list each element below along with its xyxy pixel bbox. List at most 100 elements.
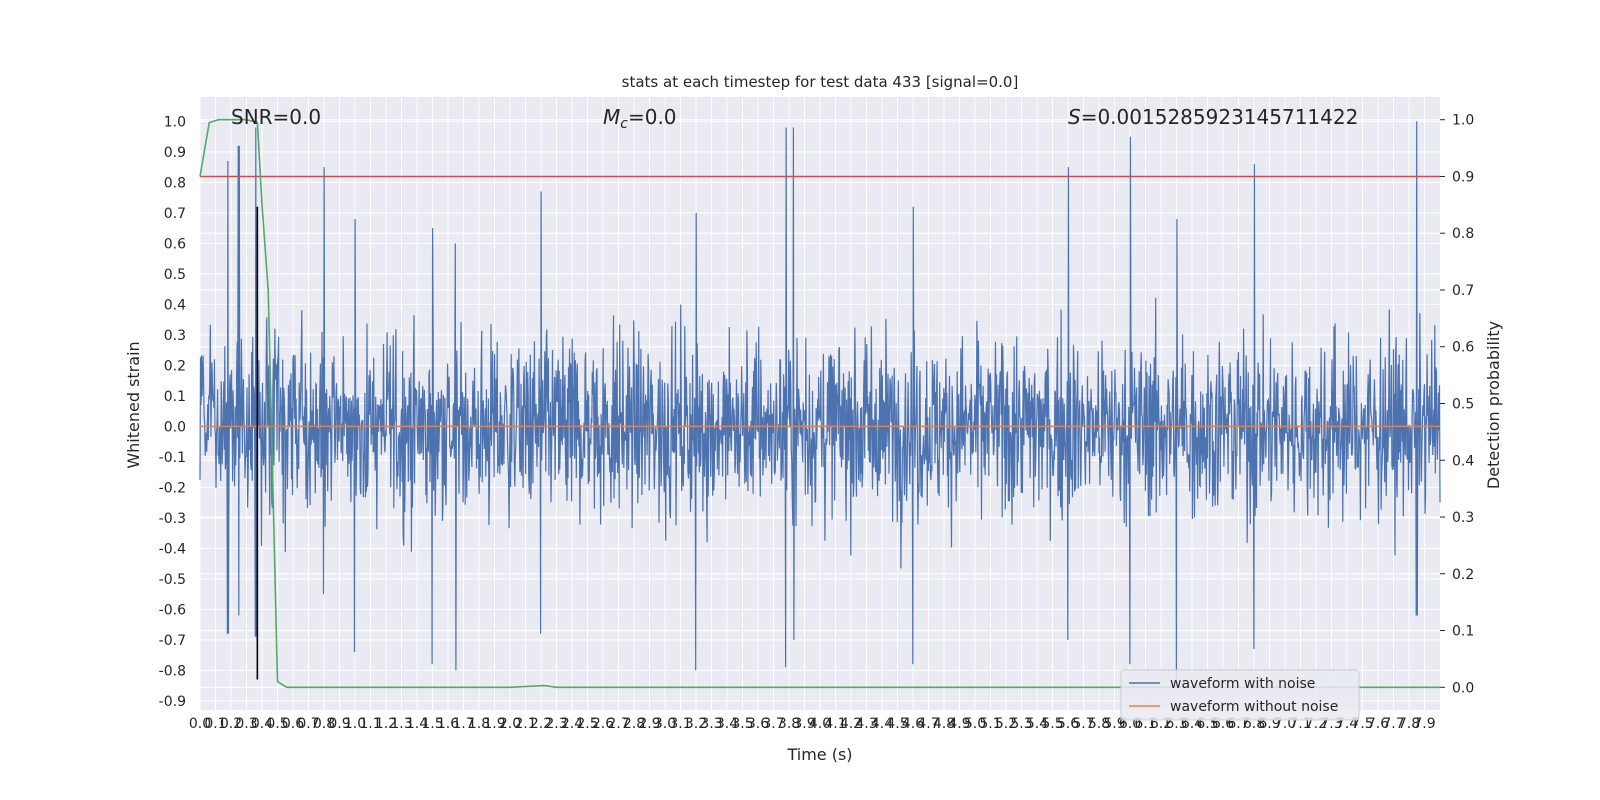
series-line-detection-probability <box>199 118 1440 689</box>
x-tick-label: 3.2 <box>685 716 707 732</box>
y2-tick-label: 0.5 <box>1452 397 1474 413</box>
x-tick-label: 1.1 <box>359 716 381 732</box>
x-tick-label: 4.7 <box>917 716 939 732</box>
x-tick-label: 2.3 <box>545 716 567 732</box>
x-tick-label: 0.6 <box>282 716 304 732</box>
x-tick-label: 3.4 <box>716 716 738 732</box>
y-tick-label: 0.2 <box>164 358 186 374</box>
y2-tick-label: 0.8 <box>1452 226 1474 242</box>
x-tick-label: 4.5 <box>886 716 908 732</box>
y-tick-label: 0.5 <box>164 267 186 283</box>
chart-title: stats at each timestep for test data 433… <box>622 73 1019 91</box>
x-tick-label: 2.5 <box>576 716 598 732</box>
annotation-chirp-mass: Mc=0.0 <box>603 105 677 132</box>
x-tick-label: 3.7 <box>762 716 784 732</box>
x-tick-label: 1.0 <box>344 716 366 732</box>
x-tick-label: 5.3 <box>1010 716 1032 732</box>
y-tick-label: -0.6 <box>159 602 186 618</box>
x-tick-label: 7.7 <box>1382 716 1404 732</box>
y2-tick-label: 0.3 <box>1452 510 1474 526</box>
y-tick-label: 0.7 <box>164 206 186 222</box>
legend: waveform with noise waveform without noi… <box>1120 669 1360 721</box>
x-tick-label: 4.8 <box>933 716 955 732</box>
x-tick-label: 2.8 <box>623 716 645 732</box>
x-tick-label: 4.2 <box>840 716 862 732</box>
x-tick-label: 3.3 <box>700 716 722 732</box>
x-tick-label: 1.8 <box>468 716 490 732</box>
y-tick-label: 0.9 <box>164 145 186 161</box>
x-tick-label: 4.4 <box>871 716 893 732</box>
x-tick-label: 4.6 <box>902 716 924 732</box>
x-tick-label: 2.0 <box>499 716 521 732</box>
y-ticks: -0.9 -0.8 -0.7 -0.6 -0.5 -0.4 -0.3 -0.2 -0.1 0.0 0… <box>159 114 186 709</box>
x-tick-label: 2.2 <box>530 716 552 732</box>
y-axis-label: Whitened strain <box>124 341 143 468</box>
x-tick-label: 0.5 <box>266 716 288 732</box>
x-tick-label: 4.0 <box>809 716 831 732</box>
x-tick-label: 4.3 <box>855 716 877 732</box>
x-tick-label: 5.6 <box>1057 716 1079 732</box>
annotation-score-symbol: S <box>1068 105 1081 129</box>
y-tick-label: 0.3 <box>164 328 186 344</box>
y2-tick-label: 0.1 <box>1452 624 1474 640</box>
x-tick-label: 5.1 <box>979 716 1001 732</box>
x-tick-label: 0.9 <box>328 716 350 732</box>
x-tick-label: 1.7 <box>452 716 474 732</box>
y-tick-label: -0.2 <box>159 480 186 496</box>
y-tick-label: -0.3 <box>159 511 186 527</box>
annotation-score: S=0.0015285923145711422 <box>1068 105 1358 129</box>
x-tick-label: 1.4 <box>406 716 428 732</box>
y-tick-label: 0.0 <box>164 419 186 435</box>
y-tick-label: -0.5 <box>159 572 186 588</box>
x-tick-label: 1.6 <box>437 716 459 732</box>
x-tick-label: 1.5 <box>421 716 443 732</box>
x-tick-label: 3.6 <box>747 716 769 732</box>
legend-label-noise: waveform with noise <box>1170 676 1315 692</box>
x-tick-label: 5.7 <box>1072 716 1094 732</box>
x-axis-label: Time (s) <box>786 745 852 764</box>
y2-tick-label: 0.9 <box>1452 169 1474 185</box>
y2-tick-label: 0.7 <box>1452 283 1474 299</box>
y2-tick-label: 0.0 <box>1452 680 1474 696</box>
y-tick-label: -0.8 <box>159 663 186 679</box>
x-tick-label: 2.1 <box>514 716 536 732</box>
y-tick-label: 0.1 <box>164 389 186 405</box>
y2-ticks: 0.0 0.1 0.2 0.3 0.4 0.5 0.6 0.7 0.8 0.9 1.0 <box>1440 113 1474 696</box>
x-tick-label: 0.3 <box>235 716 257 732</box>
x-tick-label: 4.1 <box>824 716 846 732</box>
legend-box <box>1120 669 1360 721</box>
annotation-chirp-mass-symbol: M <box>603 105 620 129</box>
x-tick-label: 2.6 <box>592 716 614 732</box>
series-line-waveform-with-noise <box>199 121 1441 680</box>
y-tick-label: 0.6 <box>164 236 186 252</box>
x-tick-label: 1.2 <box>375 716 397 732</box>
x-tick-label: 3.5 <box>731 716 753 732</box>
x-tick-label: 5.5 <box>1041 716 1063 732</box>
x-tick-label: 4.9 <box>948 716 970 732</box>
x-tick-label: 5.8 <box>1088 716 1110 732</box>
x-tick-label: 3.0 <box>654 716 676 732</box>
y-tick-label: -0.7 <box>159 633 186 649</box>
x-tick-label: 2.7 <box>607 716 629 732</box>
x-tick-label: 5.9 <box>1103 716 1125 732</box>
x-tick-label: 3.8 <box>778 716 800 732</box>
y-tick-label: 1.0 <box>164 114 186 130</box>
y2-tick-label: 0.6 <box>1452 340 1474 356</box>
x-tick-label: 7.8 <box>1398 716 1420 732</box>
y-tick-label: -0.4 <box>159 541 186 557</box>
x-ticks: 0.00.10.20.30.40.50.60.70.80.91.01.11.21… <box>189 716 1436 732</box>
x-tick-label: 3.1 <box>669 716 691 732</box>
annotation-chirp-mass-value: =0.0 <box>628 105 677 129</box>
y2-tick-label: 0.2 <box>1452 567 1474 583</box>
x-tick-label: 3.9 <box>793 716 815 732</box>
x-tick-label: 5.0 <box>964 716 986 732</box>
marks <box>199 118 1441 689</box>
x-tick-label: 0.8 <box>313 716 335 732</box>
x-tick-label: 0.4 <box>251 716 273 732</box>
annotation-snr: SNR=0.0 <box>231 105 321 129</box>
x-tick-label: 2.4 <box>561 716 583 732</box>
x-tick-label: 1.9 <box>483 716 505 732</box>
y-tick-label: 0.4 <box>164 297 186 313</box>
x-tick-label: 5.4 <box>1026 716 1048 732</box>
